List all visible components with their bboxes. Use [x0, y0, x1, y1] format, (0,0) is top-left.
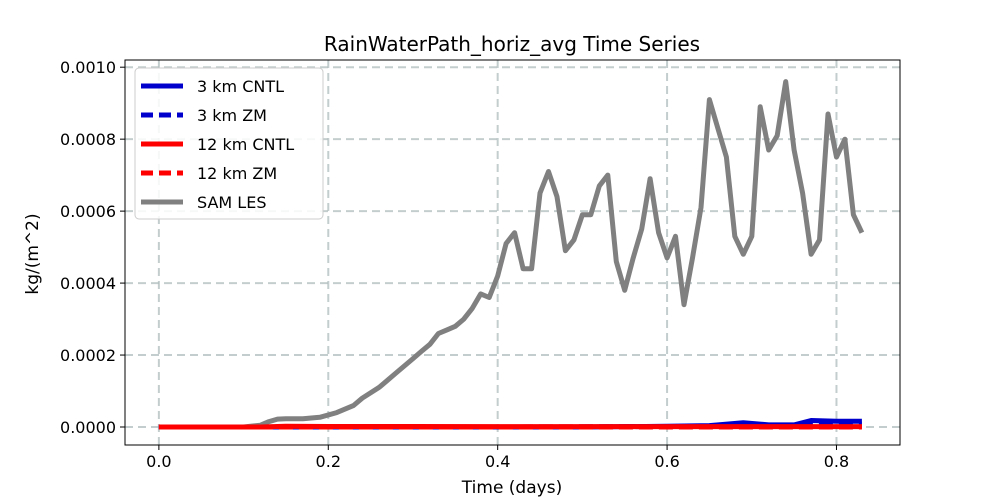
y-tick-label: 0.0006 [60, 202, 116, 221]
y-axis-label: kg/(m^2) [23, 213, 43, 294]
x-tick-label: 0.2 [316, 452, 341, 471]
legend: 3 km CNTL 3 km ZM 12 km CNTL 12 km ZM SAM LE… [134, 67, 324, 220]
x-tick-label: 0.4 [485, 452, 510, 471]
legend-label-12-km-cntl: 12 km CNTL [197, 135, 294, 154]
legend-box [134, 67, 324, 220]
x-axis-ticks: 0.0 0.2 0.4 0.6 0.8 [146, 445, 849, 471]
y-tick-label: 0.0000 [60, 418, 116, 437]
y-tick-label: 0.0008 [60, 130, 116, 149]
y-tick-label: 0.0002 [60, 346, 116, 365]
plot-frame [124, 59, 901, 446]
series-lines [158, 79, 865, 430]
y-axis-ticks: 0.0000 0.0002 0.0004 0.0006 0.0008 0.0010 [60, 58, 125, 437]
legend-label-3-km-zm: 3 km ZM [197, 106, 267, 125]
y-tick-label: 0.0010 [60, 58, 116, 77]
legend-label-12-km-zm: 12 km ZM [197, 164, 277, 183]
x-axis-label: Time (days) [461, 478, 562, 498]
x-tick-label: 0.6 [654, 452, 679, 471]
legend-label-3-km-cntl: 3 km CNTL [197, 77, 284, 96]
y-tick-label: 0.0004 [60, 274, 116, 293]
x-tick-label: 0.0 [146, 452, 171, 471]
x-tick-label: 0.8 [824, 452, 849, 471]
series-line-sam-les [158, 79, 865, 430]
chart-title: RainWaterPath_horiz_avg Time Series [324, 32, 700, 56]
legend-label-sam-les: SAM LES [197, 193, 266, 212]
